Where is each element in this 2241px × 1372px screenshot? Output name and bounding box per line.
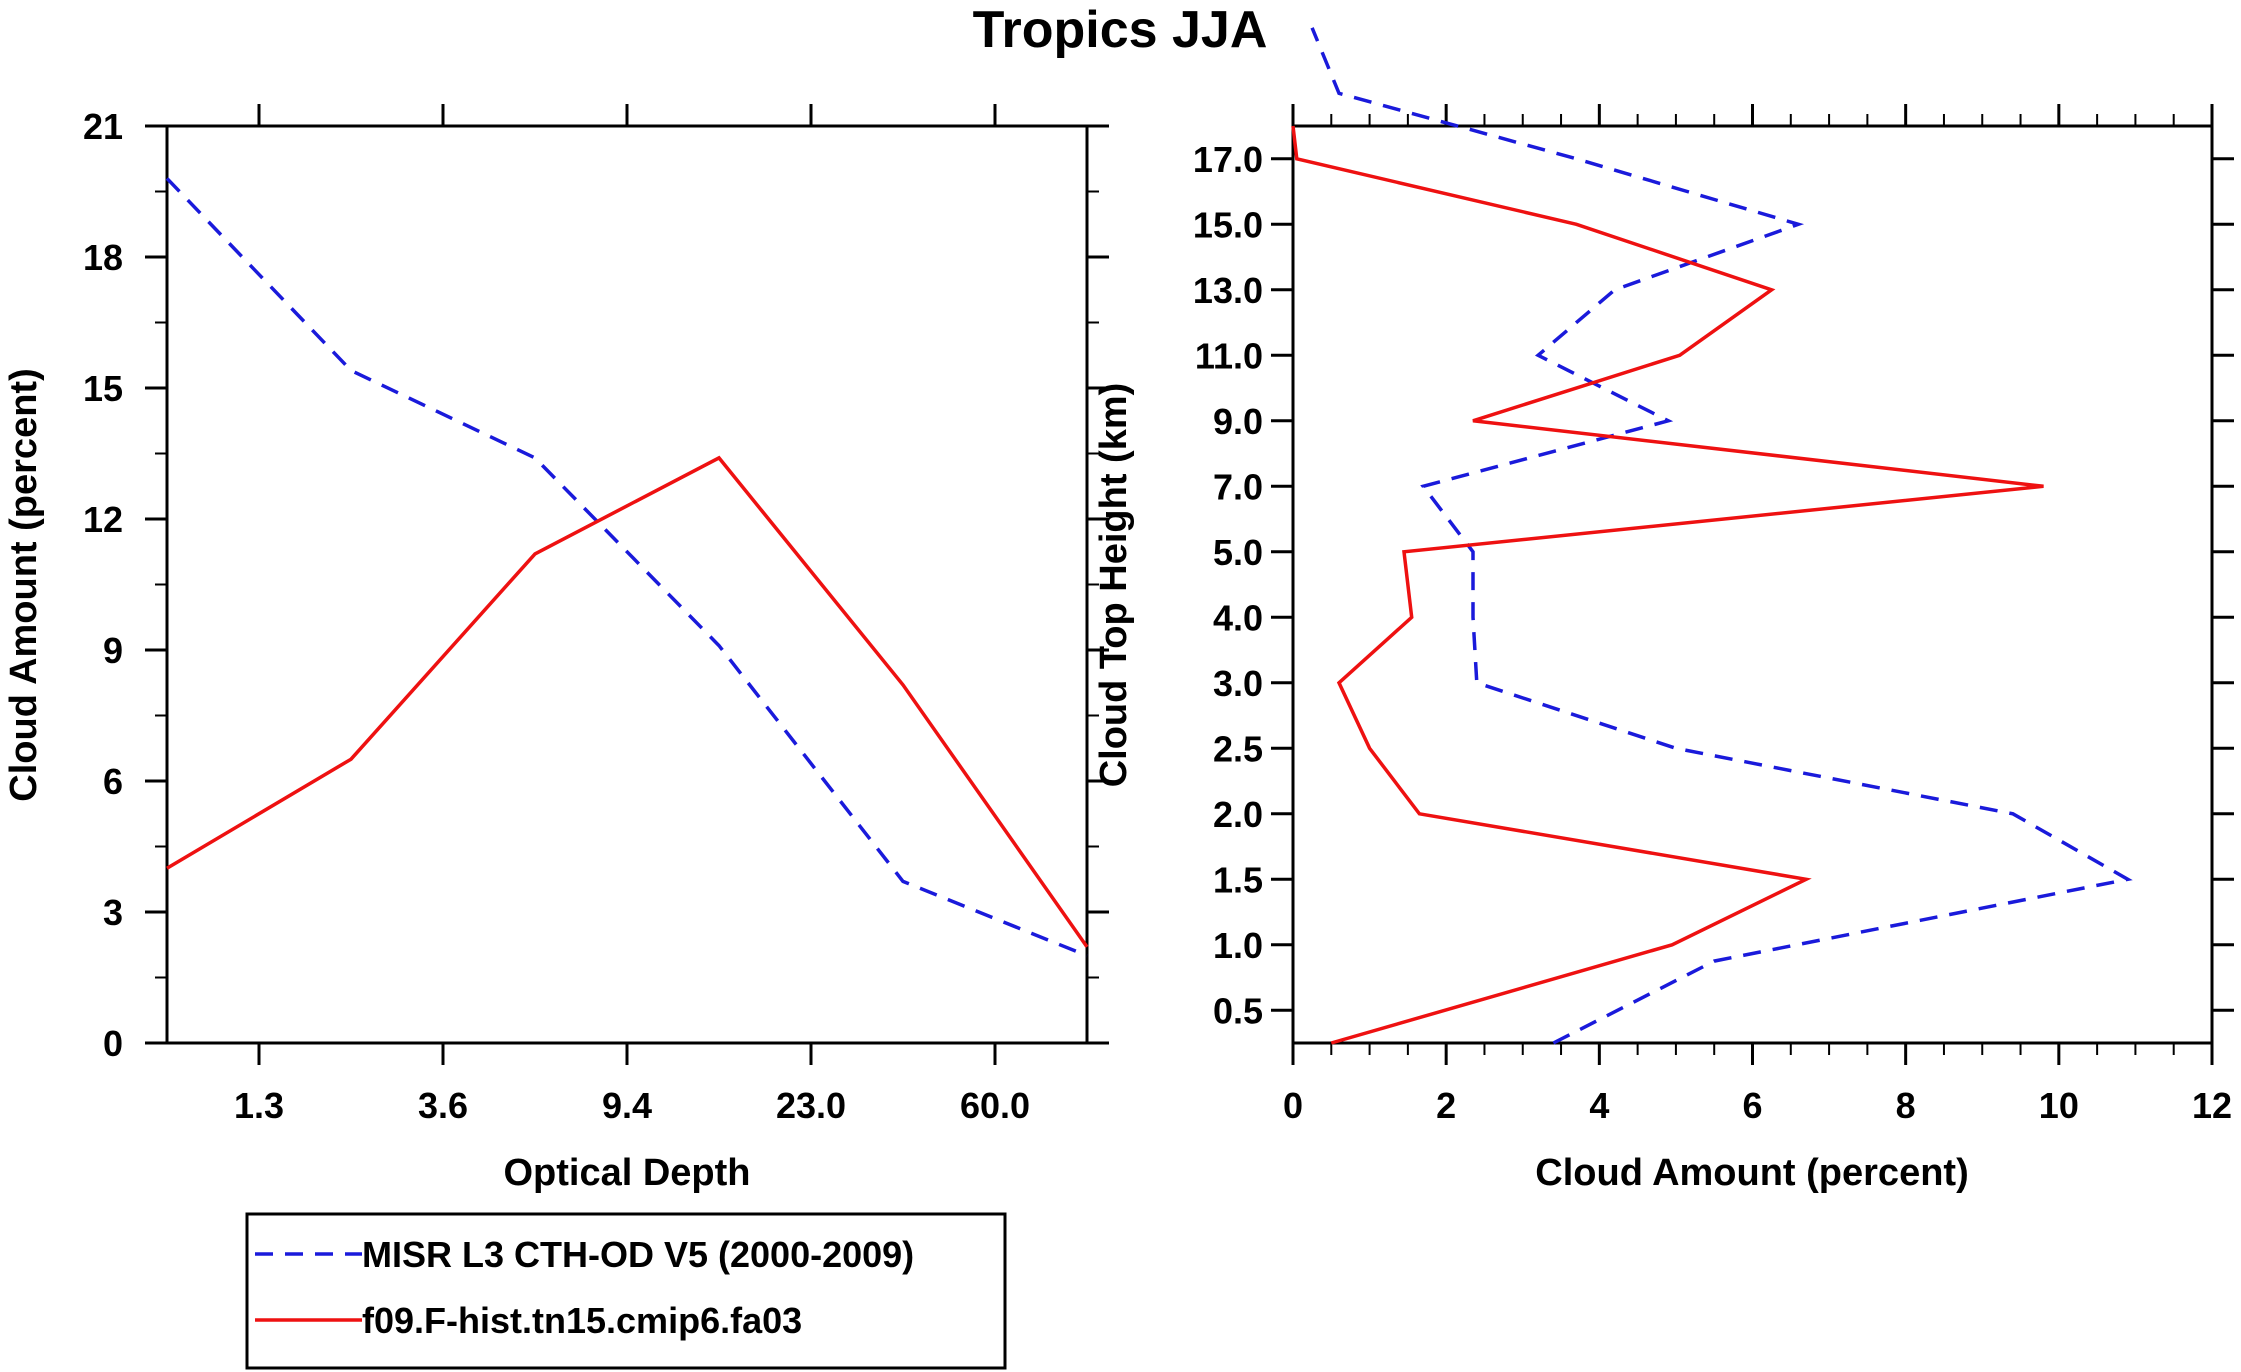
right-y-tick-label: 3.0 bbox=[1213, 663, 1263, 704]
right-y-tick-label: 9.0 bbox=[1213, 401, 1263, 442]
right-y-tick-label: 13.0 bbox=[1193, 270, 1263, 311]
right-x-axis-label: Cloud Amount (percent) bbox=[1535, 1152, 1968, 1194]
right-x-tick-label: 6 bbox=[1742, 1085, 1762, 1126]
left-y-tick-label: 12 bbox=[83, 499, 123, 540]
right-y-tick-label: 5.0 bbox=[1213, 532, 1263, 573]
right-y-tick-label: 2.5 bbox=[1213, 728, 1263, 769]
right-y-tick-label: 11.0 bbox=[1195, 335, 1263, 376]
left-x-tick-label: 23.0 bbox=[776, 1085, 846, 1126]
right-y-tick-label: 15.0 bbox=[1193, 204, 1263, 245]
left-chart-panel: 0 3 6 9 12 15 18 21 1.3 3.6 9.4 23.0 60.0 Optical Dep… bbox=[3, 104, 1109, 1194]
left-x-tick-label: 3.6 bbox=[418, 1085, 468, 1126]
left-x-tick-label: 60.0 bbox=[960, 1085, 1030, 1126]
left-y-tick-label: 6 bbox=[103, 761, 123, 802]
right-x-tick-label: 4 bbox=[1589, 1085, 1609, 1126]
legend-label-0: MISR L3 CTH-OD V5 (2000-2009) bbox=[362, 1234, 914, 1275]
right-y-tick-label: 0.5 bbox=[1213, 990, 1263, 1031]
left-series-line-1 bbox=[166, 455, 1089, 948]
right-y-tick-label: 17.0 bbox=[1193, 139, 1263, 180]
right-series-line-1 bbox=[1291, 125, 2044, 1045]
right-chart-panel: 0.5 1.0 1.5 2.0 2.5 3.0 4.0 5.0 7.0 9.0 11.0 13.0 15… bbox=[1093, 27, 2234, 1194]
legend-box bbox=[245, 1212, 1007, 1370]
left-series-line-0 bbox=[165, 177, 1088, 958]
right-y-tick-label: 4.0 bbox=[1213, 597, 1263, 638]
figure-title: Tropics JJA bbox=[973, 1, 1268, 59]
right-y-tick-label: 2.0 bbox=[1213, 794, 1263, 835]
legend-label-1: f09.F-hist.tn15.cmip6.fa03 bbox=[362, 1300, 802, 1341]
left-x-tick-label: 1.3 bbox=[234, 1085, 284, 1126]
legend: MISR L3 CTH-OD V5 (2000-2009) f09.F-hist.… bbox=[245, 1212, 1007, 1370]
right-y-axis-label: Cloud Top Height (km) bbox=[1093, 383, 1135, 788]
right-y-tick-label: 7.0 bbox=[1213, 466, 1263, 507]
right-x-tick-label: 0 bbox=[1283, 1085, 1303, 1126]
right-x-tick-label: 12 bbox=[2192, 1085, 2232, 1126]
left-x-tick-label: 9.4 bbox=[602, 1085, 652, 1126]
left-y-tick-label: 15 bbox=[83, 368, 123, 409]
right-series-line-0 bbox=[1310, 27, 2133, 1045]
left-y-tick-label: 0 bbox=[103, 1023, 123, 1064]
right-x-tick-label: 10 bbox=[2039, 1085, 2079, 1126]
left-y-tick-label: 9 bbox=[103, 630, 123, 671]
right-y-tick-label: 1.0 bbox=[1213, 925, 1263, 966]
left-y-tick-label: 3 bbox=[103, 892, 123, 933]
left-y-tick-label: 18 bbox=[83, 237, 123, 278]
right-x-tick-label: 2 bbox=[1436, 1085, 1456, 1126]
right-y-tick-label: 1.5 bbox=[1213, 859, 1263, 900]
left-plot-frame bbox=[165, 124, 1089, 1045]
left-y-axis-label: Cloud Amount (percent) bbox=[3, 368, 45, 801]
left-y-tick-label: 21 bbox=[83, 106, 123, 147]
right-x-tick-label: 8 bbox=[1896, 1085, 1916, 1126]
left-x-axis-label: Optical Depth bbox=[503, 1152, 750, 1194]
